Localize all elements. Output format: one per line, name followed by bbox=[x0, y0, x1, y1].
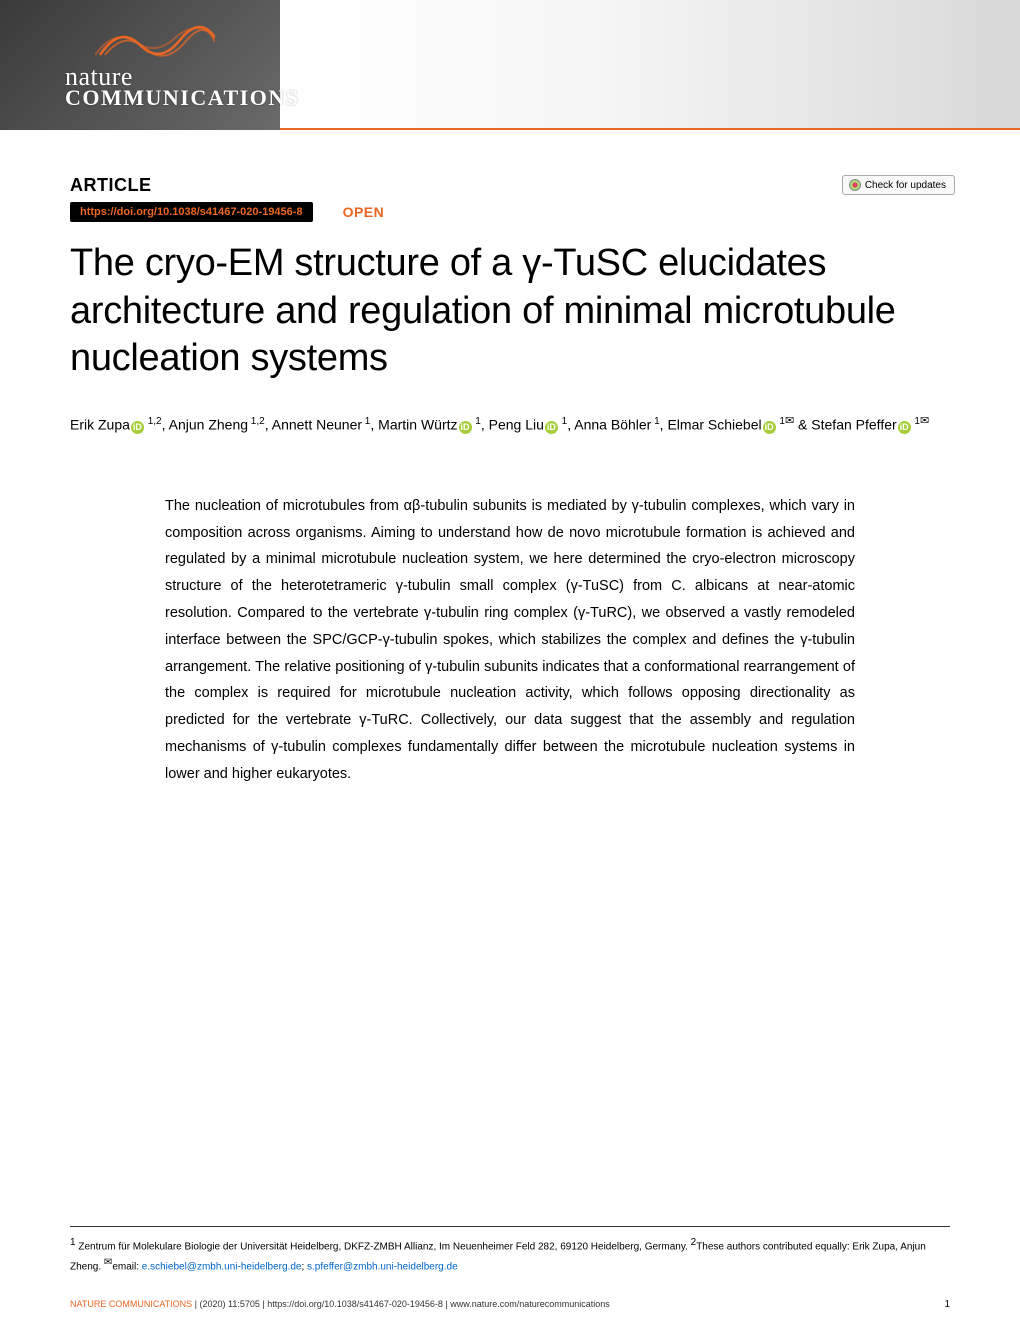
affiliations: 1 Zentrum für Molekulare Biologie der Un… bbox=[70, 1226, 950, 1274]
author-name: Anjun Zheng bbox=[169, 416, 248, 432]
author-affil: 1 bbox=[473, 416, 481, 427]
author-name: Erik Zupa bbox=[70, 416, 130, 432]
journal-header: nature COMMUNICATIONS bbox=[0, 0, 1020, 130]
email-label: email: bbox=[112, 1261, 141, 1272]
orcid-icon[interactable]: iD bbox=[131, 421, 144, 434]
citation-journal: NATURE COMMUNICATIONS bbox=[70, 1299, 192, 1309]
article-type-label: ARTICLE bbox=[70, 175, 950, 196]
author-name: Elmar Schiebel bbox=[667, 416, 761, 432]
author-affil: 1 bbox=[559, 416, 567, 427]
author-sep: , bbox=[481, 416, 489, 432]
abstract: The nucleation of microtubules from αβ-t… bbox=[165, 493, 855, 788]
author-name: Anna Böhler bbox=[574, 416, 651, 432]
article-content: ARTICLE https://doi.org/10.1038/s41467-0… bbox=[0, 130, 1020, 788]
author-list: Erik ZupaiD 1,2, Anjun Zheng 1,2, Annett… bbox=[70, 411, 950, 438]
check-updates-label: Check for updates bbox=[865, 180, 946, 191]
email-2[interactable]: s.pfeffer@zmbh.uni-heidelberg.de bbox=[307, 1261, 458, 1272]
author-name: Annett Neuner bbox=[272, 416, 362, 432]
orcid-icon[interactable]: iD bbox=[459, 421, 472, 434]
author-sep: , bbox=[162, 416, 169, 432]
author-affil: 1,2 bbox=[248, 416, 265, 427]
author-sep: , bbox=[265, 416, 272, 432]
journal-name-line2: COMMUNICATIONS bbox=[65, 88, 285, 108]
page-footer: 1 Zentrum für Molekulare Biologie der Un… bbox=[70, 1226, 950, 1310]
author-name: Stefan Pfeffer bbox=[811, 416, 896, 432]
citation-sep: | bbox=[192, 1299, 199, 1309]
doi-url: https://doi.org/10.1038/s41467-020-19456… bbox=[80, 206, 303, 218]
doi-row: https://doi.org/10.1038/s41467-020-19456… bbox=[70, 202, 950, 222]
author-affil: 1 bbox=[777, 416, 785, 427]
journal-name: nature COMMUNICATIONS bbox=[65, 65, 285, 108]
citation-details: (2020) 11:5705 | https://doi.org/10.1038… bbox=[200, 1299, 610, 1309]
wave-icon bbox=[95, 20, 215, 60]
corresponding-icon: ✉ bbox=[785, 415, 794, 427]
email-1[interactable]: e.schiebel@zmbh.uni-heidelberg.de bbox=[142, 1261, 302, 1272]
author-name: Peng Liu bbox=[489, 416, 544, 432]
citation-row: NATURE COMMUNICATIONS | (2020) 11:5705 |… bbox=[70, 1299, 950, 1310]
check-updates-icon bbox=[849, 179, 861, 191]
author-sep: & bbox=[794, 416, 811, 432]
orcid-icon[interactable]: iD bbox=[545, 421, 558, 434]
author-sep: , bbox=[370, 416, 378, 432]
author-affil: 1 bbox=[651, 416, 659, 427]
doi-badge[interactable]: https://doi.org/10.1038/s41467-020-19456… bbox=[70, 202, 313, 222]
page-number: 1 bbox=[944, 1299, 950, 1310]
article-title: The cryo-EM structure of a γ-TuSC elucid… bbox=[70, 240, 950, 383]
open-access-label: OPEN bbox=[343, 204, 385, 220]
author-affil: 1,2 bbox=[145, 416, 162, 427]
check-updates-button[interactable]: Check for updates bbox=[842, 175, 955, 195]
journal-logo: nature COMMUNICATIONS bbox=[65, 20, 285, 108]
affil-text-1: Zentrum für Molekulare Biologie der Univ… bbox=[76, 1242, 691, 1253]
author-affil: 1 bbox=[912, 416, 920, 427]
corresponding-icon: ✉ bbox=[920, 415, 929, 427]
orcid-icon[interactable]: iD bbox=[898, 421, 911, 434]
author-name: Martin Würtz bbox=[378, 416, 457, 432]
orcid-icon[interactable]: iD bbox=[763, 421, 776, 434]
